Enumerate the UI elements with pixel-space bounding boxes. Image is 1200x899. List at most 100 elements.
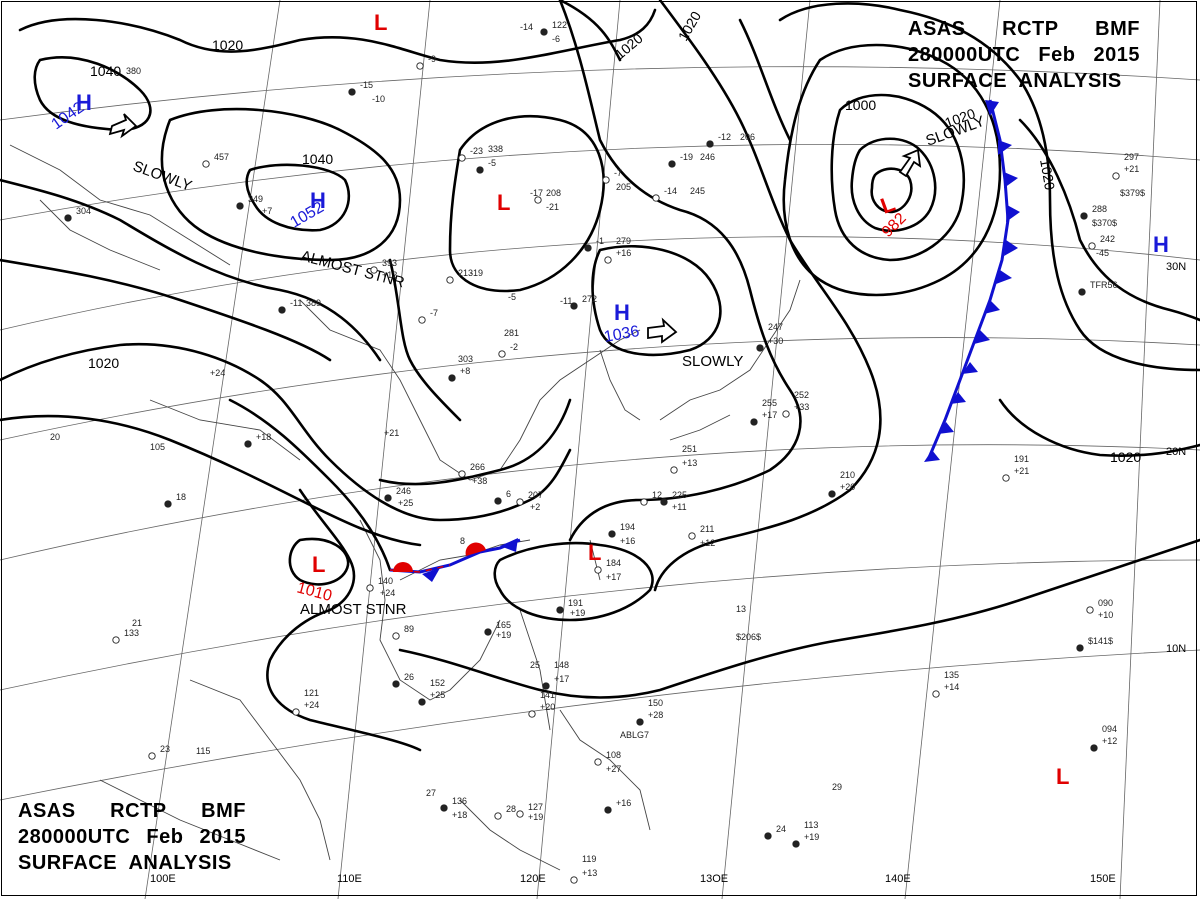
station-observation: 148 — [554, 660, 569, 670]
station-circle — [494, 497, 502, 505]
station-observation: 279 — [616, 236, 631, 246]
station-observation: 246 — [396, 486, 411, 496]
station-circle — [148, 752, 156, 760]
station-observation: 338 — [488, 144, 503, 154]
station-observation: -7 — [430, 308, 438, 318]
header-station: RCTP — [1002, 18, 1059, 40]
station-observation: +19 — [528, 812, 543, 822]
station-observation: -5 — [488, 158, 496, 168]
station-observation: 150 — [648, 698, 663, 708]
motion-arrows — [108, 113, 922, 344]
station-observation: $370$ — [1092, 218, 1117, 228]
header-agency: ASAS — [18, 800, 76, 822]
station-observation: 380 — [126, 66, 141, 76]
station-observation: 297 — [1124, 152, 1139, 162]
station-observation: +2 — [530, 502, 540, 512]
station-circle — [828, 490, 836, 498]
station-observation: +24 — [210, 368, 225, 378]
station-observation: +10 — [1098, 610, 1113, 620]
station-observation: +17 — [554, 674, 569, 684]
high-center-marker: H — [614, 300, 630, 325]
station-circle — [348, 88, 356, 96]
station-circle — [652, 194, 660, 202]
station-circle — [392, 632, 400, 640]
station-observation: 18 — [176, 492, 186, 502]
station-observation: 252 — [794, 390, 809, 400]
header-title: SURFACE ANALYSIS — [18, 852, 232, 874]
station-circle — [1086, 606, 1094, 614]
station-observation: +19 — [496, 630, 511, 640]
grid-labels: 110E 120E 13OE 140E 150E 100E 30N 20N 10… — [150, 261, 1186, 885]
station-observation: +8 — [460, 366, 470, 376]
station-circle — [556, 606, 564, 614]
station-circle — [448, 374, 456, 382]
station-observation: 108 — [606, 750, 621, 760]
header-code: BMF — [201, 800, 246, 822]
station-observation: 135 — [944, 670, 959, 680]
station-observation: +11 — [672, 502, 687, 512]
header-line-2: 280000UTC Feb 2015 — [18, 824, 246, 850]
station-observation: +20 — [540, 702, 555, 712]
lon-label: 120E — [520, 873, 546, 885]
station-observation: 207 — [528, 490, 543, 500]
station-observation: 140 — [378, 576, 393, 586]
station-observation: +21 — [1124, 164, 1139, 174]
station-observation: 119 — [582, 854, 596, 864]
station-observation: 23 — [160, 744, 170, 754]
station-circle — [112, 636, 120, 644]
station-observation: -11 — [290, 298, 302, 308]
station-observation: 122 — [552, 20, 567, 30]
station-observation: +7 — [262, 206, 272, 216]
station-observation: 206 — [740, 132, 755, 142]
station-observation: +21 — [384, 428, 399, 438]
station-circle — [640, 498, 648, 506]
station-observation: 8 — [460, 536, 465, 546]
low-center-marker: L — [1056, 764, 1069, 789]
station-observation: +33 — [794, 402, 809, 412]
station-circle — [1002, 474, 1010, 482]
station-observation: 349 — [248, 194, 263, 204]
station-observation: +30 — [768, 336, 783, 346]
station-circle — [64, 214, 72, 222]
station-observation: 194 — [620, 522, 635, 532]
lat-label: 10N — [1166, 643, 1186, 655]
station-circle — [516, 498, 524, 506]
low-center-marker: L — [497, 190, 510, 215]
station-observation: +38 — [472, 476, 487, 486]
header-month: Feb — [146, 826, 184, 848]
cold-front — [924, 99, 1020, 462]
chart-header-top-right: ASAS RCTP BMF 280000UTC Feb 2015 SURFACE… — [908, 16, 1140, 94]
header-line-1: ASAS RCTP BMF — [18, 798, 246, 824]
station-observation: -15 — [360, 80, 373, 90]
station-observation: +17 — [606, 572, 621, 582]
station-circle — [498, 350, 506, 358]
station-circle — [1080, 212, 1088, 220]
station-observation: ABLG7 — [620, 730, 649, 740]
header-line-3: SURFACE ANALYSIS — [18, 850, 246, 876]
header-month: Feb — [1038, 44, 1076, 66]
station-observation: $379$ — [1120, 188, 1145, 198]
station-observation: 152 — [430, 678, 445, 688]
station-observation: +12 — [382, 270, 397, 280]
station-observation: -14 — [664, 186, 677, 196]
station-circle — [660, 498, 668, 506]
station-circle — [670, 466, 678, 474]
station-observation: 28 — [506, 804, 516, 814]
station-observation: 12 — [652, 490, 662, 500]
isobar-label: 1020 — [212, 37, 243, 53]
station-circle — [384, 494, 392, 502]
header-year: 2015 — [199, 826, 246, 848]
station-circle — [604, 806, 612, 814]
station-observation: 213 — [458, 268, 473, 278]
station-observation: -11 — [560, 296, 572, 306]
station-observation: 090 — [1098, 598, 1113, 608]
station-observation: 208 — [546, 188, 561, 198]
high-center-marker: H — [1153, 232, 1169, 257]
station-observation: $206$ — [736, 632, 761, 642]
lon-label: 150E — [1090, 873, 1116, 885]
station-circle — [476, 166, 484, 174]
isobar-label: 1000 — [845, 97, 876, 113]
station-circle — [278, 306, 286, 314]
station-circle — [416, 62, 424, 70]
station-observation: -12 — [718, 132, 731, 142]
